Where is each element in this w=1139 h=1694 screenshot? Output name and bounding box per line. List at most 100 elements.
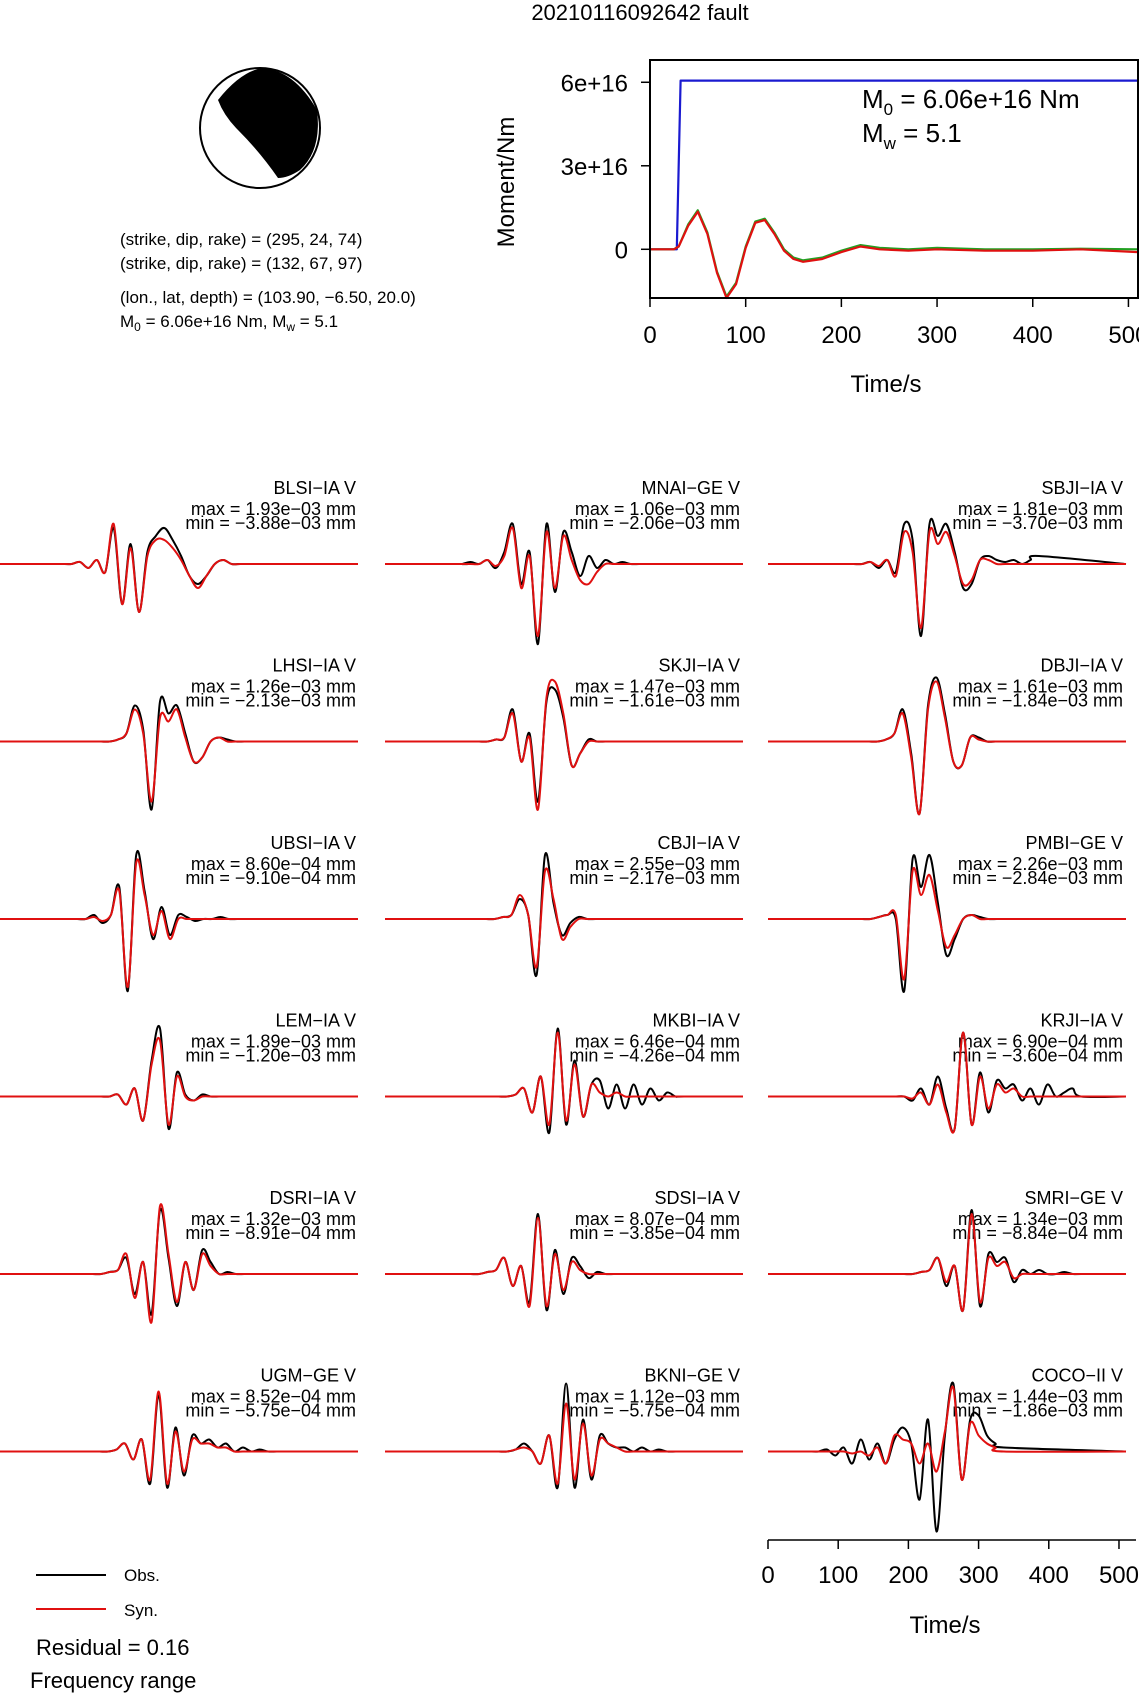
station-name: MKBI−IA V <box>652 1011 740 1031</box>
station-max: max = 1.47e−03 mm <box>575 677 740 697</box>
stf-x-tick-label: 200 <box>821 322 861 349</box>
station-obs-trace <box>385 522 743 646</box>
station-name: CBJI−IA V <box>657 833 740 853</box>
legend-syn-label: Syn. <box>124 1601 158 1620</box>
station-obs-trace <box>0 526 358 614</box>
station-min: min = −5.75e−04 mm <box>569 1401 740 1421</box>
stf-x-ticks: 0 100 200 300 400 500 <box>643 298 1139 349</box>
frequency-range-label: Frequency range <box>30 1668 196 1693</box>
station-syn-trace <box>768 1212 1126 1312</box>
mechanism-plane2: (strike, dip, rake) = (132, 67, 97) <box>120 254 362 273</box>
station-min: min = −4.26e−04 mm <box>569 1046 740 1066</box>
stf-series-1 <box>650 209 1139 298</box>
legend-obs-label: Obs. <box>124 1566 160 1585</box>
station-name: PMBI−GE V <box>1025 833 1123 853</box>
stf-y-tick-label: 3e+16 <box>561 154 628 181</box>
beachball-compressional-quadrant <box>218 68 318 178</box>
station-syn-trace <box>385 678 743 811</box>
station-max: max = 1.44e−03 mm <box>958 1387 1123 1407</box>
station-name: SMRI−GE V <box>1024 1188 1123 1208</box>
station-name: MNAI−GE V <box>641 478 740 498</box>
station-min: min = −5.75e−04 mm <box>185 1401 356 1421</box>
station-max: max = 2.26e−03 mm <box>958 854 1123 874</box>
waveform-x-tick-label: 100 <box>818 1562 858 1589</box>
station-name: KRJI−IA V <box>1040 1011 1123 1031</box>
station-min: min = −1.61e−03 mm <box>569 691 740 711</box>
station-name: LHSI−IA V <box>272 656 356 676</box>
station-name: SBJI−IA V <box>1041 478 1123 498</box>
stf-x-tick-label: 0 <box>643 322 656 349</box>
station-max: max = 1.32e−03 mm <box>191 1209 356 1229</box>
station-max: max = 1.61e−03 mm <box>958 677 1123 697</box>
station-name: BLSI−IA V <box>273 478 356 498</box>
station-max: max = 1.06e−03 mm <box>575 499 740 519</box>
station-max: max = 8.07e−04 mm <box>575 1209 740 1229</box>
station-min: min = −3.60e−04 mm <box>952 1046 1123 1066</box>
station-syn-trace <box>768 526 1126 630</box>
station-name: UGM−GE V <box>260 1366 356 1386</box>
station-max: max = 1.12e−03 mm <box>575 1387 740 1407</box>
station-name: SDSI−IA V <box>654 1188 740 1208</box>
waveform-x-tick-label: 400 <box>1029 1562 1069 1589</box>
mechanism-plane1: (strike, dip, rake) = (295, 24, 74) <box>120 230 362 249</box>
waveform-x-axis: 0 100 200 300 400 500 <box>761 1539 1139 1589</box>
station-name: DSRI−IA V <box>269 1188 356 1208</box>
stf-plot-frame <box>649 59 1139 299</box>
station-max: max = 1.93e−03 mm <box>191 499 356 519</box>
residual-label: Residual = 0.16 <box>36 1635 190 1660</box>
station-min: min = −2.13e−03 mm <box>185 691 356 711</box>
station-syn-trace <box>0 522 358 614</box>
station-name: UBSI−IA V <box>270 833 356 853</box>
station-syn-trace <box>385 526 743 638</box>
stf-x-tick-label: 300 <box>917 322 957 349</box>
stf-x-tick-label: 100 <box>726 322 766 349</box>
stf-mw-annotation: Mw = 5.1 <box>862 118 962 153</box>
mechanism-moment: M0 = 6.06e+16 Nm, Mw = 5.1 <box>120 312 338 334</box>
waveform-x-tick-label: 500 <box>1099 1562 1139 1589</box>
station-syn-trace <box>385 867 743 969</box>
station-syn-trace <box>768 680 1126 816</box>
waveform-x-tick-label: 0 <box>761 1562 774 1589</box>
station-syn-trace <box>768 866 1126 981</box>
station-name: DBJI−IA V <box>1040 656 1123 676</box>
station-name: BKNI−GE V <box>644 1366 740 1386</box>
station-min: min = −1.86e−03 mm <box>952 1401 1123 1421</box>
stf-y-ticks: 0 3e+16 6e+16 <box>561 70 650 264</box>
station-min: min = −2.84e−03 mm <box>952 868 1123 888</box>
station-max: max = 8.52e−04 mm <box>191 1387 356 1407</box>
station-syn-trace <box>768 1385 1127 1481</box>
stf-y-tick-label: 6e+16 <box>561 70 628 97</box>
station-min: min = −2.17e−03 mm <box>569 868 740 888</box>
station-min: min = −1.84e−03 mm <box>952 691 1123 711</box>
station-syn-trace <box>385 1031 743 1126</box>
figure-title: 20210116092642 fault <box>531 0 748 25</box>
station-min: min = −3.70e−03 mm <box>952 513 1123 533</box>
station-syn-trace <box>0 1037 358 1126</box>
waveform-x-axis-label: Time/s <box>909 1612 980 1639</box>
station-max: max = 2.55e−03 mm <box>575 854 740 874</box>
station-min: min = −3.88e−03 mm <box>185 513 356 533</box>
stf-series-2 <box>650 210 1139 300</box>
station-max: max = 8.60e−04 mm <box>191 854 356 874</box>
stf-chart: 0 100 200 300 400 500 0 3e+16 6e+16 Moment/Nm T… <box>493 59 1139 398</box>
stf-y-axis-label: Moment/Nm <box>493 117 520 248</box>
station-max: max = 6.46e−04 mm <box>575 1032 740 1052</box>
station-syn-trace <box>0 708 358 803</box>
station-syn-trace <box>385 1402 743 1485</box>
stf-x-tick-label: 500 <box>1108 322 1139 349</box>
